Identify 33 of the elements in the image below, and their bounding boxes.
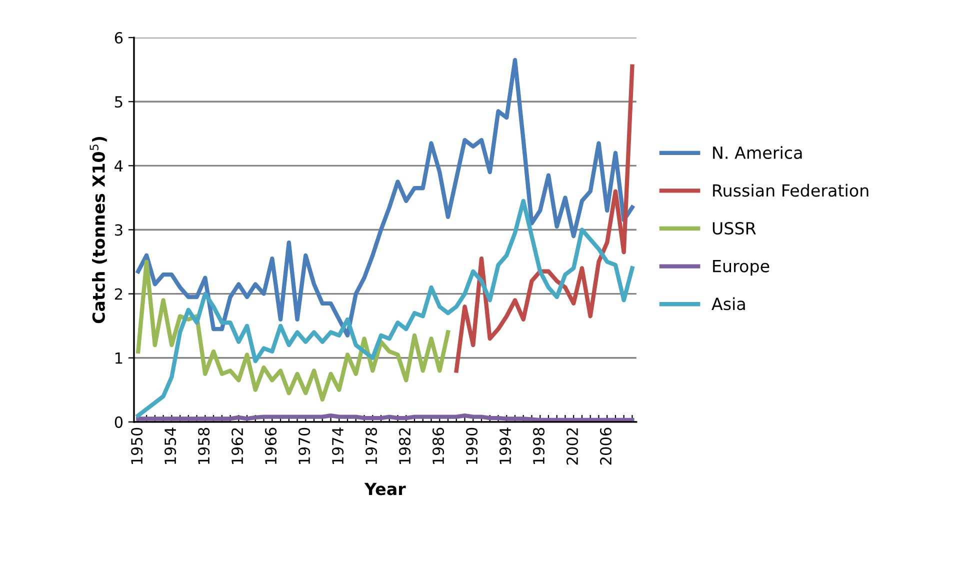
x-tick-label: 2006 xyxy=(600,428,612,465)
y-tick-label: 2 xyxy=(114,288,122,300)
y-axis-title: Catch (tonnes X10$^{5}$) xyxy=(90,136,107,324)
x-tick-label: 1954 xyxy=(164,428,176,464)
x-tick-label: 1978 xyxy=(366,428,378,464)
y-tick-label: 1 xyxy=(116,352,122,364)
x-axis-title: Year xyxy=(364,482,406,496)
line-series xyxy=(136,58,634,338)
line-series xyxy=(454,64,634,373)
line-series xyxy=(136,260,450,402)
x-tick-label: 1986 xyxy=(432,428,444,464)
line-series xyxy=(136,198,634,418)
x-tick-label: 1998 xyxy=(532,428,545,464)
legend-label: USSR xyxy=(712,222,756,235)
y-tick-label: 3 xyxy=(115,224,122,236)
legend-label: Russian Federation xyxy=(713,184,868,197)
x-tick-label: 1982 xyxy=(399,428,411,464)
x-tick-label: 1962 xyxy=(232,428,244,464)
x-tick-label: 1994 xyxy=(499,428,512,464)
y-tick-label: 5 xyxy=(115,96,122,108)
x-tick-label: 1974 xyxy=(332,428,344,464)
x-tick-label: 1950 xyxy=(131,428,143,464)
y-tick-label: 4 xyxy=(114,160,123,172)
x-tick-label: 1990 xyxy=(466,428,478,464)
y-tick-label: 0 xyxy=(114,416,123,428)
legend-label: Europe xyxy=(713,260,770,276)
x-tick-label: 1966 xyxy=(265,428,277,464)
x-tick-label: 1958 xyxy=(198,428,210,464)
x-tick-label: 2002 xyxy=(566,428,578,465)
legend-label: Asia xyxy=(712,297,745,310)
x-tick-label: 1970 xyxy=(298,428,310,464)
y-tick-label: 6 xyxy=(114,32,123,44)
legend-label: N. America xyxy=(713,146,802,159)
